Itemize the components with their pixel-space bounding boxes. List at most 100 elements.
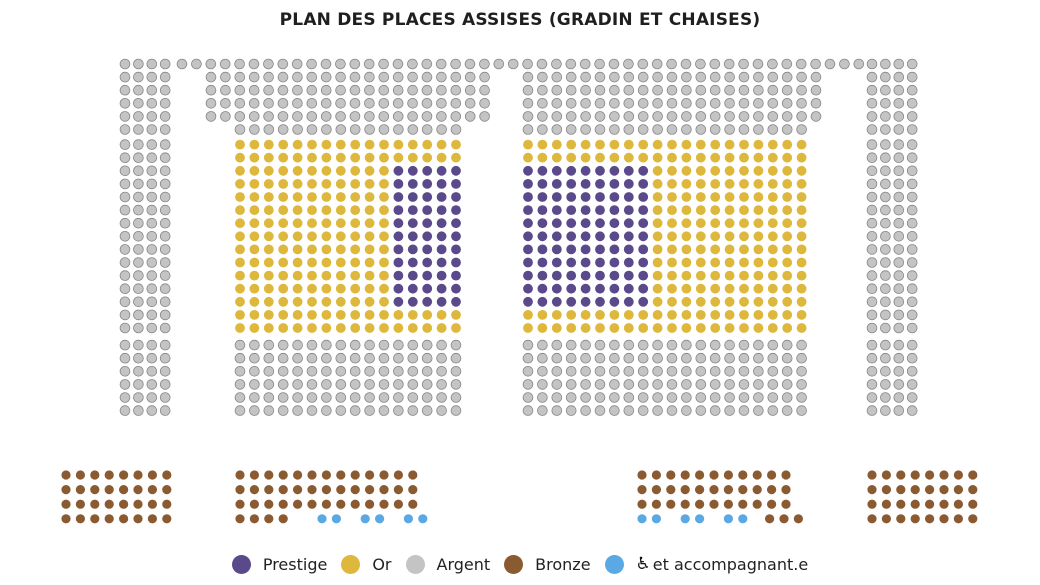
- seat-prestige[interactable]: [537, 179, 548, 189]
- seat-prestige[interactable]: [436, 205, 447, 216]
- seat-bronze[interactable]: [968, 514, 978, 524]
- seat-argent[interactable]: [133, 178, 144, 190]
- seat-argent[interactable]: [378, 339, 390, 351]
- seat-or[interactable]: [782, 152, 793, 163]
- seat-argent[interactable]: [306, 405, 318, 416]
- seat-argent[interactable]: [159, 152, 171, 164]
- seat-bronze[interactable]: [752, 470, 762, 480]
- seat-argent[interactable]: [767, 379, 779, 390]
- seat-or[interactable]: [595, 139, 605, 150]
- seat-or[interactable]: [796, 218, 807, 229]
- seat-argent[interactable]: [866, 309, 878, 321]
- seat-argent[interactable]: [781, 111, 793, 122]
- seat-bronze[interactable]: [278, 514, 288, 524]
- seat-argent[interactable]: [522, 365, 534, 377]
- seat-argent[interactable]: [810, 111, 822, 122]
- seat-bronze[interactable]: [162, 485, 172, 495]
- seat-argent[interactable]: [421, 58, 433, 70]
- seat-argent[interactable]: [652, 124, 663, 135]
- seat-argent[interactable]: [906, 283, 918, 295]
- seat-argent[interactable]: [880, 124, 891, 135]
- seat-argent[interactable]: [479, 111, 490, 122]
- seat-argent[interactable]: [666, 98, 678, 109]
- seat-argent[interactable]: [291, 58, 303, 70]
- seat-prestige[interactable]: [523, 205, 533, 216]
- seat-argent[interactable]: [421, 365, 433, 377]
- seat-argent[interactable]: [421, 84, 433, 96]
- seat-bronze[interactable]: [925, 514, 935, 524]
- seat-or[interactable]: [739, 179, 749, 189]
- seat-or[interactable]: [681, 323, 692, 333]
- seat-argent[interactable]: [795, 58, 807, 70]
- seat-argent[interactable]: [565, 58, 577, 70]
- seat-argent[interactable]: [321, 124, 332, 135]
- seat-argent[interactable]: [146, 139, 158, 150]
- seat-or[interactable]: [321, 218, 332, 229]
- seat-argent[interactable]: [292, 98, 303, 109]
- seat-argent[interactable]: [724, 98, 735, 109]
- seat-argent[interactable]: [234, 379, 246, 390]
- seat-argent[interactable]: [753, 124, 764, 135]
- seat-argent[interactable]: [364, 98, 375, 109]
- seat-bronze[interactable]: [90, 514, 100, 524]
- seat-argent[interactable]: [159, 322, 171, 334]
- seat-prestige[interactable]: [609, 296, 620, 307]
- seat-bronze[interactable]: [738, 485, 748, 495]
- seat-or[interactable]: [796, 310, 807, 320]
- seat-argent[interactable]: [119, 309, 131, 321]
- seat-argent[interactable]: [146, 270, 158, 281]
- seat-argent[interactable]: [880, 365, 891, 377]
- seat-pmr[interactable]: [418, 514, 428, 524]
- seat-or[interactable]: [782, 165, 793, 176]
- seat-argent[interactable]: [277, 352, 289, 364]
- seat-argent[interactable]: [159, 283, 171, 295]
- seat-argent[interactable]: [479, 84, 490, 96]
- seat-argent[interactable]: [551, 392, 563, 403]
- seat-argent[interactable]: [407, 405, 419, 416]
- seat-argent[interactable]: [292, 111, 303, 122]
- seat-argent[interactable]: [906, 191, 918, 203]
- seat-or[interactable]: [652, 231, 663, 242]
- seat-bronze[interactable]: [793, 514, 804, 524]
- seat-argent[interactable]: [119, 283, 131, 295]
- seat-argent[interactable]: [133, 217, 144, 229]
- seat-or[interactable]: [739, 205, 749, 216]
- seat-prestige[interactable]: [595, 296, 605, 307]
- seat-argent[interactable]: [321, 352, 332, 364]
- seat-argent[interactable]: [119, 270, 131, 281]
- seat-prestige[interactable]: [551, 165, 562, 176]
- seat-prestige[interactable]: [566, 270, 577, 281]
- seat-or[interactable]: [667, 283, 677, 294]
- seat-argent[interactable]: [537, 339, 548, 351]
- seat-argent[interactable]: [220, 111, 231, 122]
- seat-argent[interactable]: [146, 178, 158, 190]
- seat-argent[interactable]: [349, 111, 361, 122]
- seat-or[interactable]: [393, 323, 404, 333]
- seat-or[interactable]: [292, 205, 303, 216]
- seat-bronze[interactable]: [61, 470, 71, 480]
- seat-argent[interactable]: [893, 365, 905, 377]
- seat-or[interactable]: [695, 296, 706, 307]
- seat-argent[interactable]: [893, 296, 905, 308]
- seat-argent[interactable]: [522, 71, 534, 83]
- seat-pmr[interactable]: [723, 514, 734, 524]
- seat-argent[interactable]: [681, 365, 692, 377]
- seat-or[interactable]: [767, 323, 778, 333]
- seat-bronze[interactable]: [666, 499, 676, 509]
- seat-or[interactable]: [724, 244, 735, 255]
- seat-argent[interactable]: [133, 244, 144, 255]
- seat-bronze[interactable]: [896, 470, 906, 480]
- seat-argent[interactable]: [176, 58, 188, 70]
- seat-prestige[interactable]: [393, 257, 404, 268]
- seat-argent[interactable]: [220, 71, 231, 83]
- seat-or[interactable]: [652, 165, 663, 176]
- seat-argent[interactable]: [234, 84, 246, 96]
- seat-argent[interactable]: [738, 98, 750, 109]
- seat-or[interactable]: [796, 179, 807, 189]
- seat-or[interactable]: [335, 323, 346, 333]
- seat-argent[interactable]: [146, 352, 158, 364]
- seat-or[interactable]: [364, 179, 375, 189]
- seat-or[interactable]: [667, 205, 677, 216]
- seat-or[interactable]: [681, 296, 692, 307]
- seat-or[interactable]: [249, 257, 260, 268]
